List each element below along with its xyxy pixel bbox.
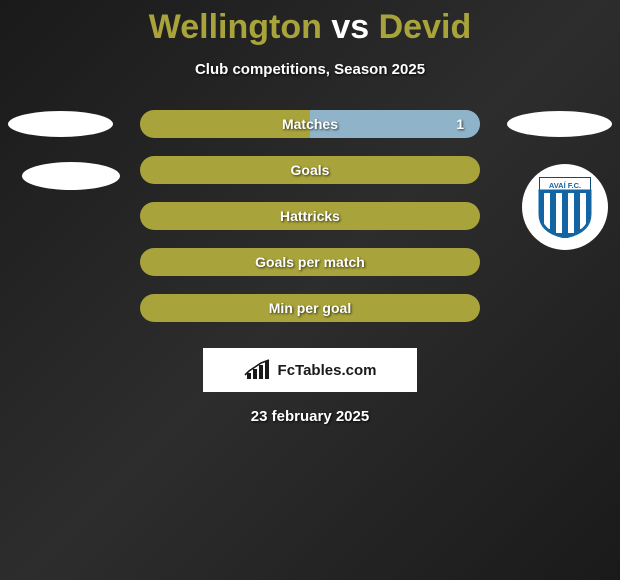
stat-bar-goals-per-match: Goals per match xyxy=(140,248,480,276)
club-badge: AVAÍ F.C. xyxy=(522,164,608,250)
stat-label: Goals per match xyxy=(255,254,365,270)
decor-ellipse-left-2 xyxy=(22,162,120,190)
stat-bar-hattricks: Hattricks xyxy=(140,202,480,230)
decor-ellipse-left-1 xyxy=(8,111,113,137)
stat-bar-min-per-goal: Min per goal xyxy=(140,294,480,322)
vs-label: vs xyxy=(331,8,369,46)
subtitle: Club competitions, Season 2025 xyxy=(195,61,425,78)
infographic-container: Wellington vs Devid Club competitions, S… xyxy=(0,0,620,425)
shield-icon: AVAÍ F.C. xyxy=(538,176,592,238)
date-label: 23 february 2025 xyxy=(251,408,369,425)
svg-text:AVAÍ F.C.: AVAÍ F.C. xyxy=(549,181,581,190)
player2-name: Devid xyxy=(379,8,472,46)
stats-area: AVAÍ F.C. Matches 1 Goals Hattricks xyxy=(0,110,620,425)
brand-text: FcTables.com xyxy=(278,362,377,379)
comparison-title: Wellington vs Devid xyxy=(149,8,471,47)
player1-name: Wellington xyxy=(149,8,322,46)
stat-label: Matches xyxy=(282,116,338,132)
stat-label: Goals xyxy=(291,162,330,178)
stat-label: Hattricks xyxy=(280,208,340,224)
decor-ellipse-right-1 xyxy=(507,111,612,137)
stat-bar-matches: Matches 1 xyxy=(140,110,480,138)
chart-icon xyxy=(244,359,272,381)
stat-bar-goals: Goals xyxy=(140,156,480,184)
stat-value-right: 1 xyxy=(456,116,464,132)
stat-label: Min per goal xyxy=(269,300,351,316)
brand-box: FcTables.com xyxy=(203,348,417,392)
